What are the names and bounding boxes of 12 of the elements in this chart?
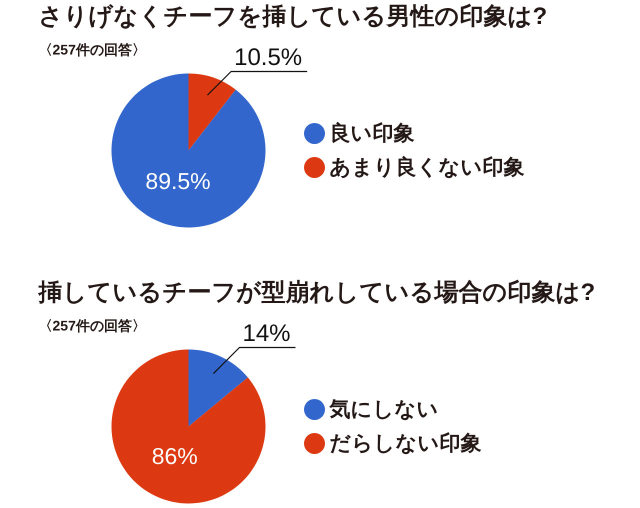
chart-subtitle: 〈257件の回答〉 — [38, 42, 146, 58]
data-label: 10.5% — [234, 44, 302, 71]
legend-label: 良い印象 — [330, 121, 414, 145]
data-label: 14% — [242, 320, 291, 347]
chart-subtitle: 〈257件の回答〉 — [38, 318, 146, 334]
data-label: 89.5% — [145, 168, 211, 194]
legend-label: だらしない印象 — [330, 432, 482, 455]
legend-label: 気にしない — [328, 398, 438, 421]
chart-title: 挿しているチーフが型崩れしている場合の印象は? — [38, 279, 596, 306]
legend-label: あまり良くない印象 — [330, 155, 524, 179]
chart-title: さりげなくチーフを挿している男性の印象は? — [38, 3, 548, 30]
data-label: 86% — [152, 442, 198, 469]
